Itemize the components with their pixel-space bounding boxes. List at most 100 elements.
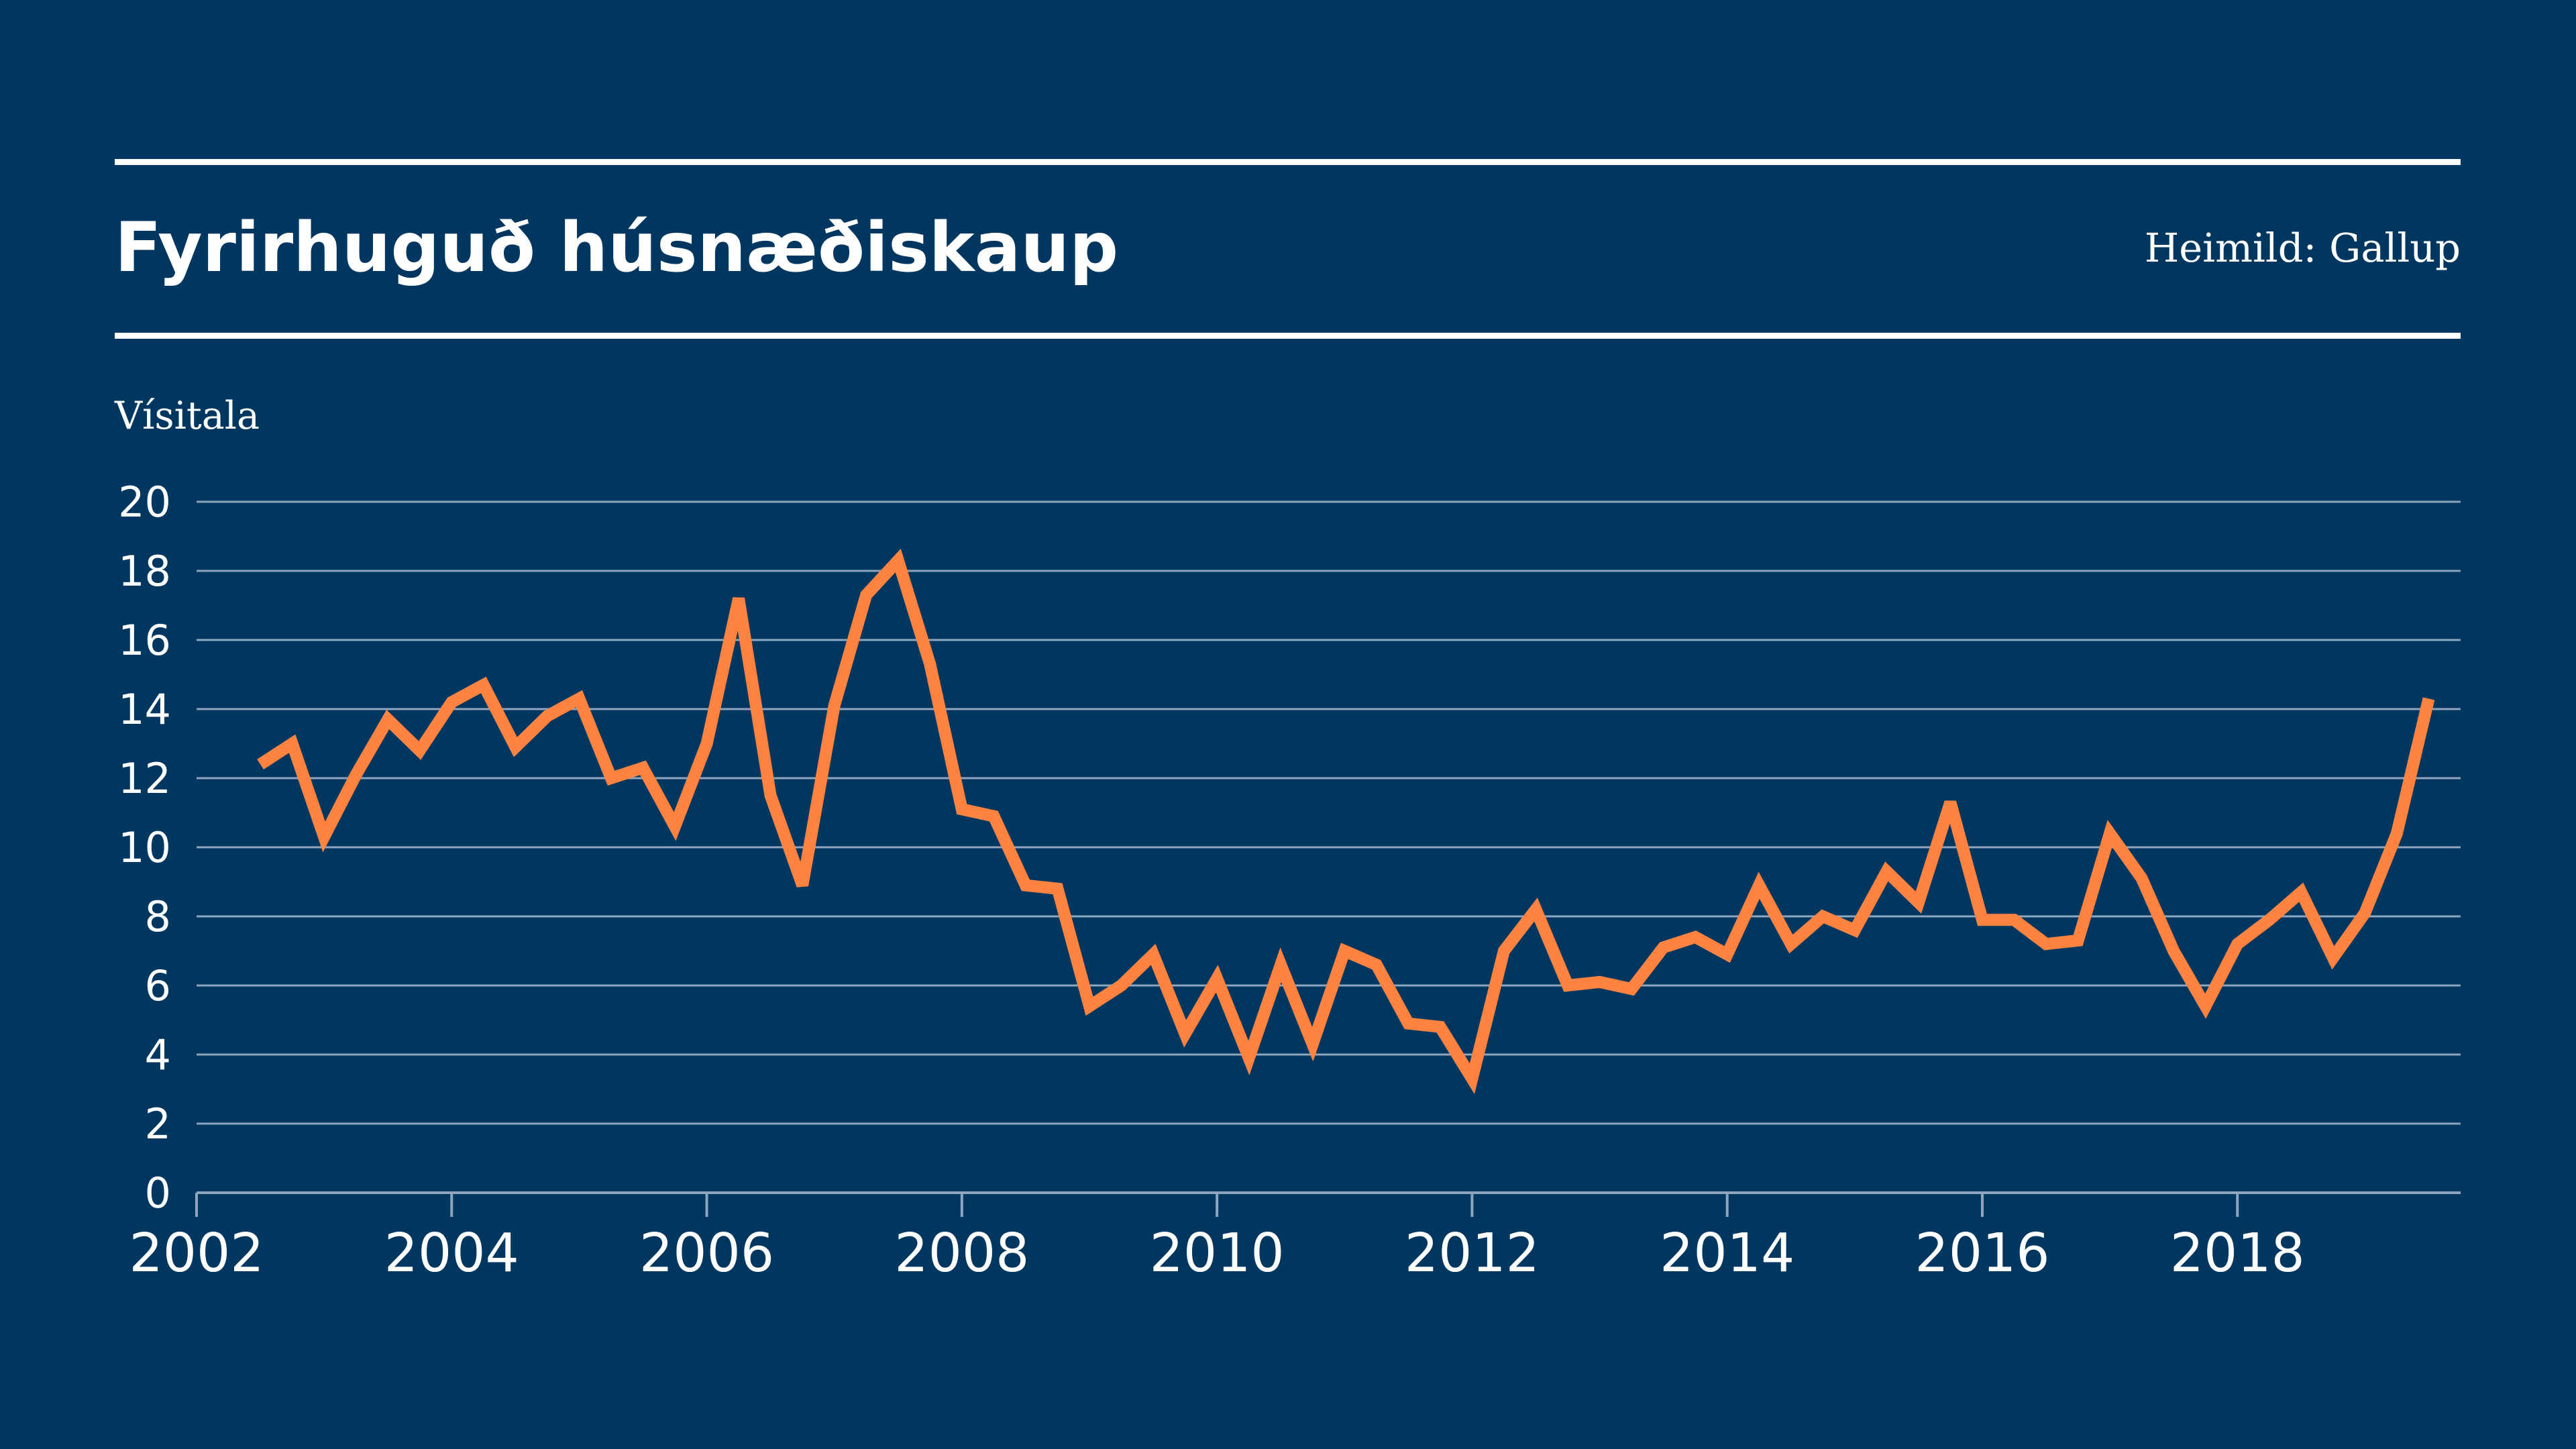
x-tick-label: 2006 <box>639 1222 774 1284</box>
data-point <box>2045 943 2047 945</box>
data-point <box>1280 964 1281 965</box>
y-tick-label: 18 <box>118 547 171 596</box>
data-point <box>260 763 261 765</box>
data-point <box>483 684 484 686</box>
data-point <box>1121 985 1122 986</box>
x-tick-labels: 2002 2004 2006 2008 2010 2012 2014 2016 2018 <box>129 1222 2304 1284</box>
data-point <box>674 826 676 827</box>
data-point <box>356 774 357 775</box>
data-point <box>2205 1006 2206 1007</box>
data-point <box>1152 954 1154 955</box>
series-group <box>257 548 2435 1094</box>
y-tick-label: 0 <box>145 1169 171 1218</box>
data-point <box>2428 698 2429 700</box>
y-tick-label: 4 <box>145 1030 171 1079</box>
data-point <box>1344 951 1345 952</box>
data-point <box>642 767 643 769</box>
y-tick-label: 16 <box>118 616 171 665</box>
data-point <box>578 698 580 700</box>
x-tick-label: 2010 <box>1150 1222 1285 1284</box>
data-point <box>834 705 835 706</box>
data-point <box>610 777 612 779</box>
data-point <box>1185 1033 1186 1034</box>
data-point <box>1471 1078 1472 1079</box>
data-point <box>2396 833 2398 834</box>
y-tick-label: 2 <box>145 1099 171 1148</box>
x-tick-label: 2002 <box>129 1222 264 1284</box>
data-point <box>2332 957 2334 959</box>
y-tick-label: 14 <box>118 685 171 734</box>
data-point <box>961 808 963 810</box>
data-point <box>1025 885 1026 886</box>
data-point <box>2237 943 2238 945</box>
data-point <box>1886 871 1887 872</box>
data-point <box>802 885 803 886</box>
data-point <box>547 715 548 716</box>
data-point <box>1089 1006 1090 1007</box>
data-point <box>929 663 930 665</box>
data-point <box>993 816 994 817</box>
x-axis <box>195 1191 2461 1217</box>
data-point <box>323 837 325 838</box>
x-tick-label: 2018 <box>2170 1222 2305 1284</box>
data-point <box>1663 947 1664 948</box>
data-point <box>865 594 867 596</box>
data-point <box>1216 978 1218 979</box>
x-tick-label: 2004 <box>384 1222 519 1284</box>
data-point <box>2173 951 2174 952</box>
chart-title: Fyrirhuguð húsnæðiskaup <box>115 208 1119 288</box>
series-line <box>257 548 2435 1094</box>
data-point <box>515 747 516 748</box>
x-tick-label: 2008 <box>894 1222 1029 1284</box>
data-point <box>387 718 388 720</box>
data-point <box>2109 833 2110 834</box>
data-point <box>2141 877 2143 879</box>
data-point <box>1599 981 1601 983</box>
data-point <box>2364 912 2365 914</box>
data-point <box>2078 940 2079 941</box>
data-point <box>1503 951 1505 952</box>
data-point <box>2300 892 2302 893</box>
data-point <box>770 795 771 796</box>
data-point <box>1695 936 1696 938</box>
data-point <box>1918 902 1919 903</box>
data-point <box>1376 964 1377 965</box>
data-point <box>1822 916 1823 917</box>
data-point <box>1248 1057 1250 1059</box>
data-point <box>1312 1044 1313 1045</box>
header-bottom-rule <box>115 333 2461 339</box>
data-point <box>706 743 708 745</box>
header-top-rule <box>115 159 2461 165</box>
data-point <box>2269 919 2270 920</box>
x-tick-label: 2016 <box>1915 1222 2049 1284</box>
data-point <box>1407 1023 1409 1024</box>
data-point <box>1535 909 1536 910</box>
x-tick-label: 2014 <box>1660 1222 1794 1284</box>
data-point <box>2014 919 2015 920</box>
gridlines <box>197 500 2461 1125</box>
data-point <box>419 750 421 751</box>
y-axis-label: Vísitala <box>115 394 260 438</box>
data-point <box>1949 802 1951 803</box>
y-tick-labels: 0 2 4 6 8 10 12 14 16 18 20 <box>118 478 171 1218</box>
data-point <box>1854 930 1856 931</box>
data-point <box>1440 1026 1441 1028</box>
data-point <box>1982 919 1983 920</box>
data-point <box>1567 985 1568 986</box>
source-credit: Heimild: Gallup <box>2144 225 2461 271</box>
data-point <box>898 560 899 561</box>
y-tick-label: 20 <box>118 478 171 527</box>
data-point <box>1790 943 1792 945</box>
y-tick-label: 10 <box>118 823 171 872</box>
data-point <box>738 598 739 599</box>
data-point <box>451 702 452 703</box>
x-tick-label: 2012 <box>1405 1222 1540 1284</box>
y-tick-label: 8 <box>145 892 171 941</box>
y-tick-label: 6 <box>145 961 171 1010</box>
data-point <box>1727 954 1728 955</box>
y-tick-label: 12 <box>118 754 171 803</box>
data-point <box>292 743 293 745</box>
data-point <box>1631 988 1632 989</box>
